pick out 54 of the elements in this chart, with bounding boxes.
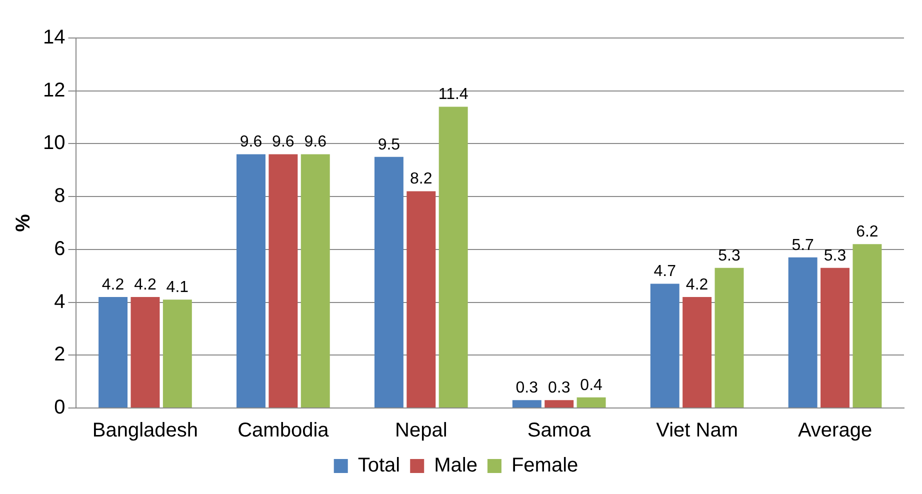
data-label: 9.6: [240, 134, 262, 151]
data-label: 11.4: [438, 86, 468, 104]
data-label: 4.2: [102, 276, 124, 294]
legend-label: Total: [358, 454, 400, 477]
bar: [650, 284, 680, 408]
bar: [406, 191, 436, 408]
bar: [512, 400, 542, 408]
data-label: 0.3: [548, 379, 570, 396]
data-label: 4.2: [686, 276, 708, 294]
bar: [374, 156, 404, 408]
bar: [714, 268, 744, 408]
data-label: 9.5: [378, 136, 400, 154]
data-label: 0.4: [580, 376, 603, 394]
y-tick-label: 4: [54, 290, 66, 313]
x-tick-label: Nepal: [395, 420, 448, 442]
bar: [788, 257, 818, 408]
bar: [98, 297, 128, 408]
data-label: 4.2: [134, 276, 156, 294]
data-label: 5.3: [824, 247, 846, 264]
bar: [130, 297, 160, 408]
y-tick-label: 12: [42, 79, 66, 102]
y-tick-label: 0: [54, 396, 66, 419]
x-tick-label: Cambodia: [238, 420, 330, 442]
data-label: 4.1: [166, 279, 189, 296]
x-tick-label: Samoa: [527, 420, 592, 442]
x-tick-label: Bangladesh: [92, 420, 198, 442]
bar: [300, 154, 330, 408]
y-tick-label: 14: [42, 26, 66, 49]
data-label: 9.6: [304, 134, 327, 151]
data-label: 5.3: [718, 247, 740, 264]
y-tick-label: 8: [54, 185, 66, 208]
y-tick-label: 10: [42, 132, 66, 154]
bar: [438, 106, 468, 408]
data-label: 5.7: [792, 236, 814, 254]
legend-label: Female: [511, 454, 578, 477]
legend-label: Male: [434, 454, 478, 477]
bar: [682, 297, 712, 408]
y-tick-label: 2: [54, 344, 66, 366]
bar: [852, 244, 882, 408]
x-tick-label: Viet Nam: [656, 420, 738, 442]
data-label: 4.7: [654, 263, 676, 280]
data-label: 8.2: [410, 170, 432, 188]
bar: [820, 268, 850, 408]
y-axis-title: %: [12, 214, 35, 232]
bar: [162, 300, 192, 408]
bar: [576, 397, 606, 408]
y-tick-label: 6: [54, 238, 66, 260]
data-label: 6.2: [856, 224, 878, 241]
bar: [236, 154, 266, 408]
data-label: 9.6: [272, 134, 294, 151]
bar: [544, 400, 574, 408]
bar: [268, 154, 298, 408]
x-tick-label: Average: [798, 420, 872, 442]
data-label: 0.3: [516, 379, 538, 396]
